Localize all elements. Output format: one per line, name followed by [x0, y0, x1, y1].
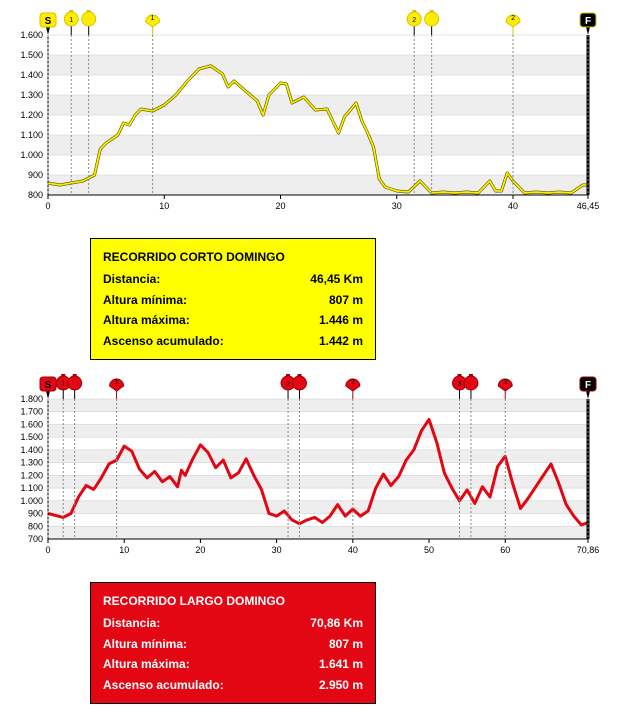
svg-text:1.800: 1.800: [20, 394, 43, 404]
svg-text:1.700: 1.700: [20, 407, 43, 417]
svg-text:70,86: 70,86: [577, 545, 600, 555]
svg-text:2: 2: [412, 17, 416, 24]
info-value: 1.446 m: [319, 310, 363, 330]
info-label: Ascenso acumulado:: [103, 331, 224, 351]
svg-text:30: 30: [272, 545, 282, 555]
info-row: Altura mínima: 807 m: [103, 290, 363, 310]
info-label: Ascenso acumulado:: [103, 675, 224, 695]
svg-text:40: 40: [348, 545, 358, 555]
info-value: 807 m: [329, 290, 363, 310]
svg-text:S: S: [45, 16, 52, 27]
svg-text:900: 900: [28, 170, 43, 180]
svg-text:S: S: [45, 380, 52, 391]
info-label: Distancia:: [103, 613, 160, 633]
svg-text:1.300: 1.300: [20, 458, 43, 468]
svg-text:1: 1: [69, 17, 73, 24]
svg-text:F: F: [585, 16, 591, 27]
info-row: Altura máxima: 1.446 m: [103, 310, 363, 330]
svg-text:60: 60: [500, 545, 510, 555]
svg-text:F: F: [585, 380, 591, 391]
svg-text:1.300: 1.300: [20, 90, 43, 100]
info-value: 2.950 m: [319, 675, 363, 695]
svg-text:1.100: 1.100: [20, 130, 43, 140]
svg-text:1.000: 1.000: [20, 150, 43, 160]
svg-text:50: 50: [424, 545, 434, 555]
info-value: 1.641 m: [319, 654, 363, 674]
info-value: 1.442 m: [319, 331, 363, 351]
info-label: Altura mínima:: [103, 290, 187, 310]
svg-text:1.600: 1.600: [20, 419, 43, 429]
svg-text:1: 1: [61, 381, 65, 388]
info-label: Altura mínima:: [103, 634, 187, 654]
svg-text:0: 0: [45, 201, 50, 211]
svg-text:1.000: 1.000: [20, 496, 43, 506]
svg-text:40: 40: [508, 201, 518, 211]
svg-text:1.500: 1.500: [20, 432, 43, 442]
svg-text:1.200: 1.200: [20, 110, 43, 120]
info-label: Distancia:: [103, 269, 160, 289]
info-row: Altura máxima: 1.641 m: [103, 654, 363, 674]
info-value: 46,45 Km: [310, 269, 363, 289]
svg-text:1.400: 1.400: [20, 445, 43, 455]
svg-text:2: 2: [511, 15, 515, 22]
svg-text:800: 800: [28, 521, 43, 531]
svg-text:20: 20: [195, 545, 205, 555]
info-row: Ascenso acumulado: 1.442 m: [103, 331, 363, 351]
svg-text:900: 900: [28, 508, 43, 518]
info-value: 807 m: [329, 634, 363, 654]
info-label: Altura máxima:: [103, 310, 190, 330]
svg-text:1.100: 1.100: [20, 483, 43, 493]
svg-text:1.200: 1.200: [20, 470, 43, 480]
svg-text:46,45: 46,45: [577, 201, 600, 211]
svg-text:800: 800: [28, 190, 43, 200]
info-row: Altura mínima: 807 m: [103, 634, 363, 654]
svg-text:1: 1: [151, 15, 155, 22]
svg-text:2: 2: [351, 379, 355, 386]
info-title: RECORRIDO LARGO DOMINGO: [103, 591, 363, 611]
svg-text:20: 20: [276, 201, 286, 211]
svg-text:2: 2: [286, 381, 290, 388]
svg-text:1.500: 1.500: [20, 50, 43, 60]
svg-text:1.400: 1.400: [20, 70, 43, 80]
elevation-chart-long: 700 800 900 1.000 1.100 1.200 1.300 1.400 1.500 1…: [10, 374, 610, 574]
svg-text:700: 700: [28, 534, 43, 544]
info-value: 70,86 Km: [310, 613, 363, 633]
svg-text:1: 1: [115, 379, 119, 386]
svg-text:30: 30: [392, 201, 402, 211]
chart-block-long: 700 800 900 1.000 1.100 1.200 1.300 1.400 1.500 1…: [10, 374, 610, 704]
info-row: Ascenso acumulado: 2.950 m: [103, 675, 363, 695]
svg-text:10: 10: [159, 201, 169, 211]
elevation-chart-short: 800 900 1.000 1.100 1.200 1.300 1.400 1.500 1.60…: [10, 10, 610, 230]
svg-text:1.600: 1.600: [20, 30, 43, 40]
info-box-long: RECORRIDO LARGO DOMINGO Distancia: 70,86 …: [90, 582, 376, 704]
info-row: Distancia: 46,45 Km: [103, 269, 363, 289]
chart-block-short: 800 900 1.000 1.100 1.200 1.300 1.400 1.500 1.60…: [10, 10, 610, 360]
svg-text:3: 3: [503, 379, 507, 386]
info-row: Distancia: 70,86 Km: [103, 613, 363, 633]
svg-text:0: 0: [45, 545, 50, 555]
info-box-short: RECORRIDO CORTO DOMINGO Distancia: 46,45 …: [90, 238, 376, 360]
info-label: Altura máxima:: [103, 654, 190, 674]
svg-text:3: 3: [458, 381, 462, 388]
info-title: RECORRIDO CORTO DOMINGO: [103, 247, 363, 267]
svg-text:10: 10: [119, 545, 129, 555]
